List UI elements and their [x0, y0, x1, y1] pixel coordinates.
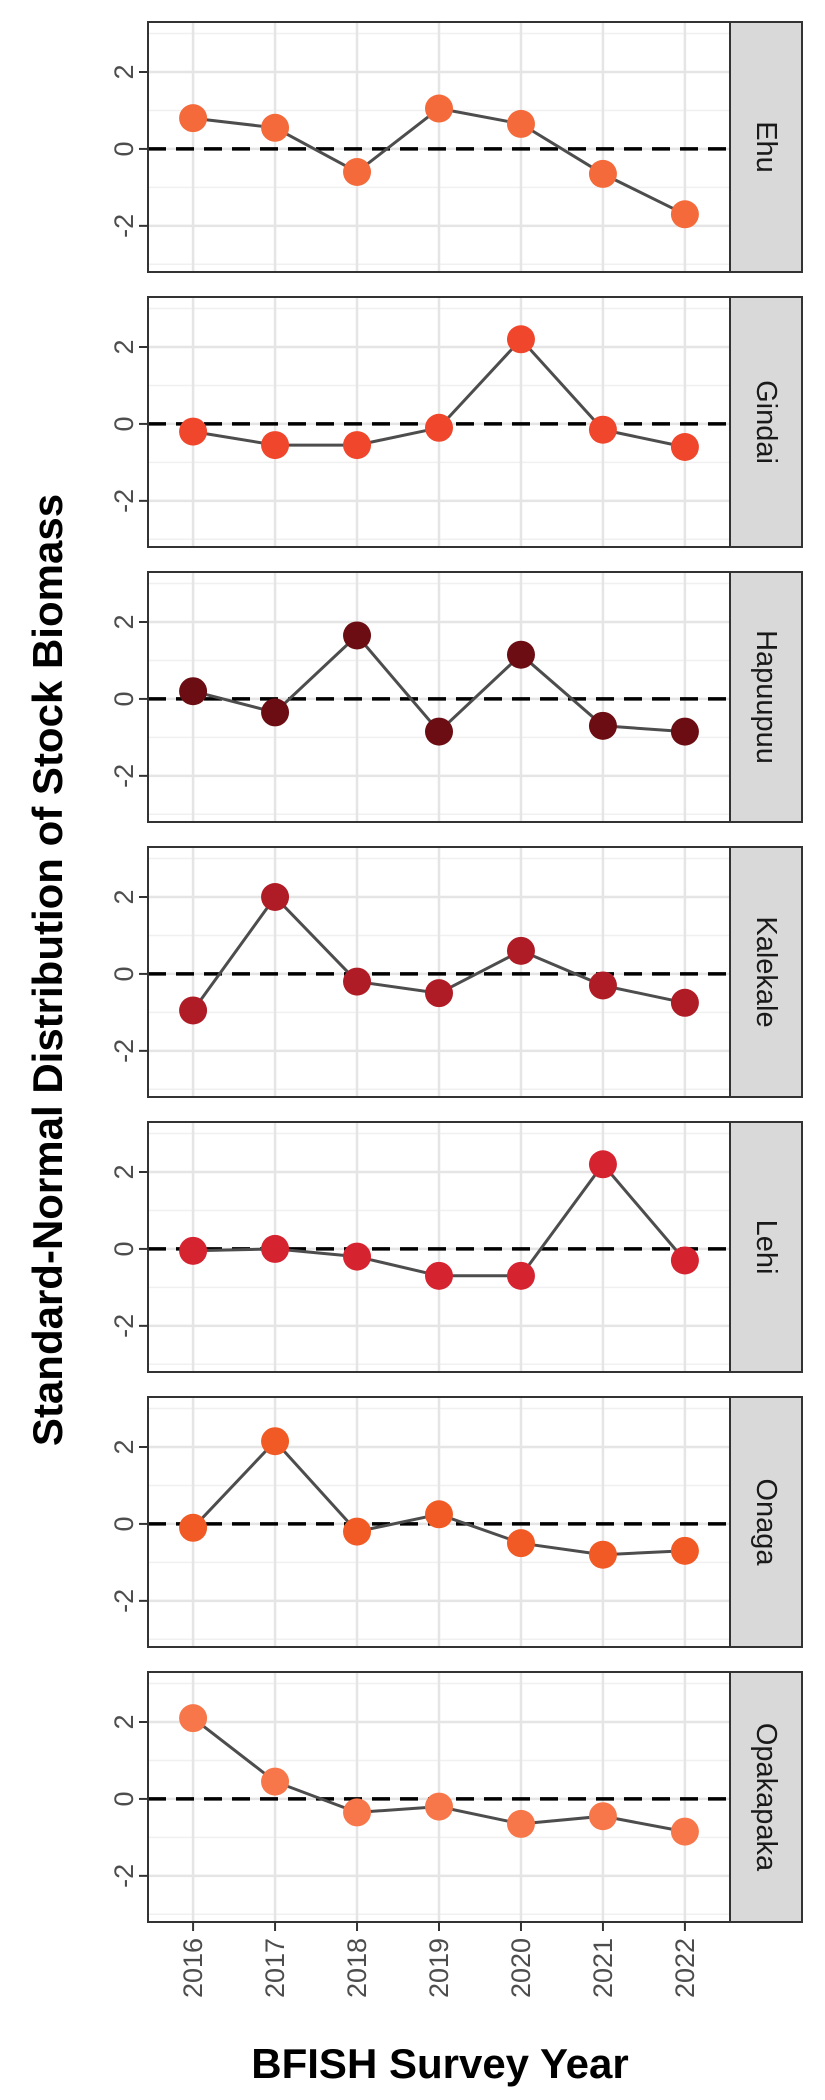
panel-gindai-y-tick-label: 0 — [109, 416, 139, 431]
panel-gindai-point-2022 — [670, 433, 699, 461]
panel-opakapaka-point-2017 — [261, 1767, 290, 1796]
panel-hapuupuu-strip-label: Hapuupuu — [750, 630, 782, 764]
panel-gindai-y-tick-label: -2 — [109, 489, 139, 513]
panel-hapuupuu-point-2019 — [425, 717, 453, 746]
panel-kalekale-point-2021 — [588, 971, 617, 1000]
panel-onaga-point-2017 — [261, 1427, 290, 1456]
panel-kalekale-strip-label: Kalekale — [750, 916, 782, 1027]
panel-lehi-strip — [729, 1121, 803, 1373]
x-tick-label-2020: 2020 — [506, 1938, 536, 1998]
panel-ehu-strip — [729, 21, 803, 273]
y-axis-title: Standard-Normal Distribution of Stock Bi… — [24, 494, 71, 1446]
panel-gindai-y-tick-label: 2 — [109, 339, 139, 354]
panel-kalekale-point-2016 — [179, 996, 208, 1025]
panel-onaga-strip — [729, 1396, 803, 1648]
panel-hapuupuu-point-2020 — [506, 640, 535, 669]
panel-lehi-point-2019 — [425, 1261, 453, 1290]
panel-ehu-point-2019 — [425, 94, 453, 123]
panel-kalekale-y-tick-label: 0 — [109, 966, 139, 981]
panel-opakapaka-point-2016 — [179, 1704, 208, 1733]
panel-lehi-point-2018 — [343, 1242, 372, 1271]
panel-onaga-point-2019 — [425, 1500, 453, 1529]
panel-opakapaka-point-2018 — [343, 1798, 372, 1827]
panel-ehu-y-tick-label: 0 — [109, 141, 139, 156]
panel-lehi-y-tick-label: -2 — [109, 1314, 139, 1338]
panel-ehu-point-2022 — [670, 200, 699, 229]
panel-lehi-y-tick-label: 0 — [109, 1241, 139, 1256]
panel-kalekale-point-2019 — [425, 979, 453, 1008]
panel-ehu-point-2020 — [506, 109, 535, 138]
panel-hapuupuu-y-tick-label: -2 — [109, 764, 139, 788]
panel-gindai-point-2019 — [425, 413, 453, 442]
panel-gindai-point-2020 — [506, 325, 535, 354]
panel-ehu-y-tick-label: -2 — [109, 214, 139, 238]
x-tick-label-2022: 2022 — [670, 1938, 700, 1998]
panel-kalekale-point-2018 — [343, 967, 372, 996]
x-tick-label-2017: 2017 — [260, 1938, 290, 1998]
panel-hapuupuu-point-2018 — [343, 621, 372, 650]
panel-opakapaka-strip-label: Opakapaka — [750, 1723, 782, 1872]
panel-onaga-point-2018 — [343, 1517, 372, 1546]
panel-kalekale-point-2017 — [261, 883, 290, 911]
panel-hapuupuu-y-tick-label: 2 — [109, 614, 139, 629]
panel-lehi-point-2022 — [670, 1246, 699, 1275]
panel-gindai-strip — [729, 296, 803, 548]
x-axis-title: BFISH Survey Year — [251, 2040, 628, 2087]
x-tick-label-2018: 2018 — [342, 1938, 372, 1998]
x-tick-label-2019: 2019 — [424, 1938, 454, 1998]
panel-hapuupuu-strip — [729, 571, 803, 823]
panel-kalekale-strip — [729, 846, 803, 1098]
panel-gindai-point-2018 — [343, 431, 372, 460]
panel-onaga-point-2020 — [506, 1529, 535, 1558]
panel-ehu-point-2021 — [588, 159, 617, 188]
panel-kalekale-y-tick-label: 2 — [109, 889, 139, 904]
x-tick-label-2016: 2016 — [178, 1938, 208, 1998]
panel-kalekale-point-2022 — [670, 988, 699, 1017]
panel-hapuupuu-point-2022 — [670, 717, 699, 746]
panel-opakapaka-point-2021 — [588, 1802, 617, 1831]
panel-lehi-strip-label: Lehi — [750, 1220, 782, 1275]
panel-gindai-point-2021 — [588, 415, 617, 444]
panel-opakapaka-point-2020 — [506, 1809, 535, 1838]
panel-opakapaka-y-tick-label: 0 — [109, 1791, 139, 1806]
panel-onaga-strip-label: Onaga — [750, 1478, 782, 1566]
panel-kalekale-y-tick-label: -2 — [109, 1039, 139, 1063]
panel-onaga-point-2022 — [670, 1536, 699, 1565]
panel-lehi-point-2021 — [588, 1150, 617, 1179]
panel-hapuupuu-point-2016 — [179, 677, 208, 706]
panel-opakapaka-point-2019 — [425, 1792, 453, 1821]
panel-opakapaka-y-tick-label: 2 — [109, 1714, 139, 1729]
panel-ehu-y-tick-label: 2 — [109, 64, 139, 79]
panel-onaga-y-tick-label: 2 — [109, 1439, 139, 1454]
panel-lehi-point-2020 — [506, 1261, 535, 1290]
panel-ehu-point-2016 — [179, 104, 208, 133]
panel-lehi-y-tick-label: 2 — [109, 1164, 139, 1179]
panel-hapuupuu-y-tick-label: 0 — [109, 691, 139, 706]
panel-hapuupuu-point-2017 — [261, 698, 290, 727]
panel-hapuupuu-point-2021 — [588, 711, 617, 740]
panel-kalekale-point-2020 — [506, 936, 535, 965]
panel-ehu-point-2018 — [343, 158, 372, 186]
panel-ehu-point-2017 — [261, 113, 290, 142]
panel-lehi-point-2016 — [179, 1236, 208, 1265]
x-tick-label-2021: 2021 — [588, 1938, 618, 1998]
panel-opakapaka-y-tick-label: -2 — [109, 1864, 139, 1888]
panel-opakapaka-strip — [729, 1671, 803, 1923]
panel-onaga-point-2016 — [179, 1513, 208, 1542]
panel-gindai-strip-label: Gindai — [750, 380, 782, 464]
panel-gindai-point-2016 — [179, 417, 208, 446]
panel-gindai-point-2017 — [261, 431, 290, 460]
panel-onaga-y-tick-label: -2 — [109, 1589, 139, 1613]
panel-lehi-point-2017 — [261, 1234, 290, 1263]
panel-ehu-strip-label: Ehu — [750, 121, 782, 173]
panel-opakapaka-point-2022 — [670, 1817, 699, 1846]
panel-onaga-y-tick-label: 0 — [109, 1516, 139, 1531]
panel-onaga-point-2021 — [588, 1540, 617, 1569]
